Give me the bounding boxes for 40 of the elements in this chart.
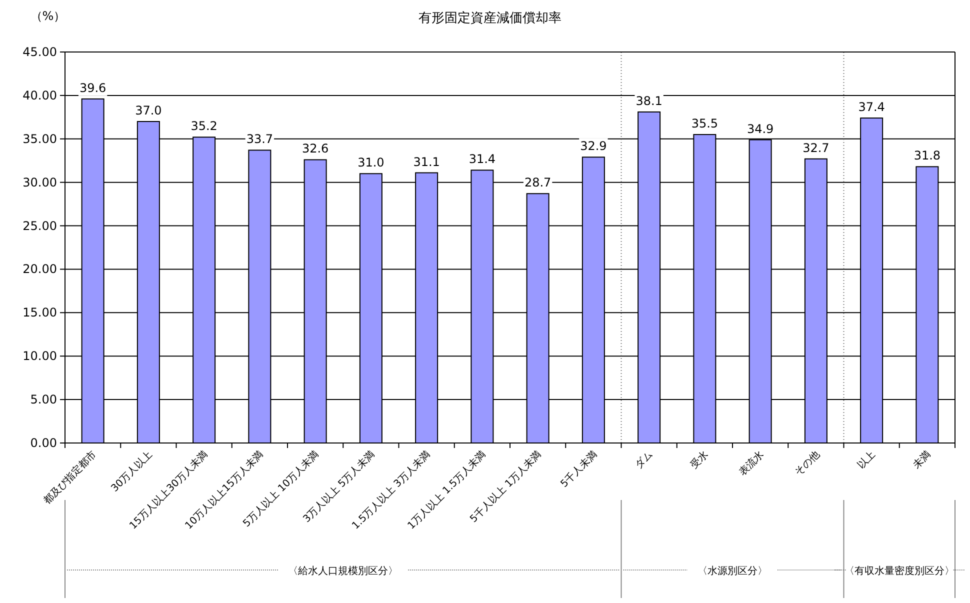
data-label: 39.6 [79,80,106,95]
data-label: 35.2 [190,119,218,134]
y-tick-label: 40.00 [22,88,57,102]
data-label: 32.6 [302,142,329,156]
data-label: 31.1 [413,154,440,169]
text: 〈給水人口規模別区分〉 [288,565,398,577]
y-tick-label: 45.00 [22,45,57,59]
text: 〈有収水量密度別区分〉 [844,565,954,577]
x-tick-label: ダム [632,448,656,472]
data-label: 34.9 [746,122,774,136]
y-tick-label: 20.00 [22,262,57,276]
x-tick-label: 未満 [910,448,934,472]
data-label: 37.0 [135,104,162,118]
y-tick-label: 35.00 [22,132,57,146]
y-tick-label: 30.00 [22,175,57,190]
data-label: 33.7 [246,132,274,146]
x-tick-label: 受水 [688,448,711,472]
data-label: 28.7 [524,176,552,190]
y-tick-label: 15.00 [22,306,57,320]
data-label: 32.9 [580,139,607,154]
y-tick-label: 0.00 [30,436,57,450]
chart-title: 有形固定資産減価償却率 [418,10,562,26]
data-label: 31.0 [358,156,384,170]
y-tick-label: 10.00 [22,349,57,364]
text: 〈水源別区分〉 [698,565,768,577]
data-label: 37.4 [858,100,885,114]
y-axis-title: （%） [30,9,66,23]
y-tick-label: 25.00 [22,218,57,233]
x-tick-label: その他 [792,448,822,478]
data-label: 31.4 [468,152,496,166]
x-tick-label: 5千人未満 [558,448,600,490]
y-tick-label: 5.00 [30,392,57,407]
data-label: 38.1 [636,94,662,108]
data-label: 32.7 [802,140,830,155]
data-label: 35.5 [691,116,718,131]
data-label: 31.8 [914,148,941,163]
x-tick-label: 表流水 [736,448,766,478]
x-tick-label: 都及び指定都市 [40,448,99,507]
x-tick-label: 30万人以上 [108,448,155,494]
x-tick-label: 以上 [855,448,878,472]
